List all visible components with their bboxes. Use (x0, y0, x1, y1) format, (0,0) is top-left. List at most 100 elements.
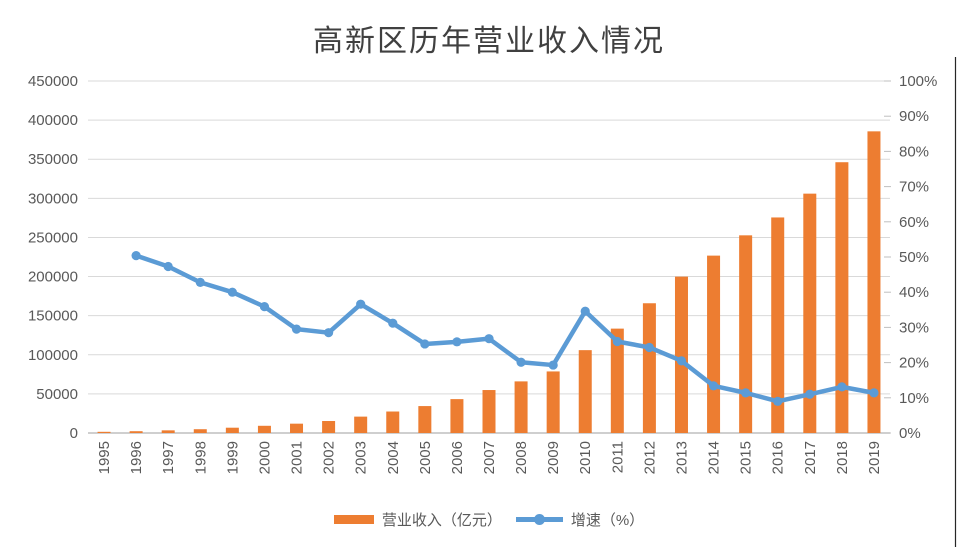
growth-marker-2005 (420, 339, 430, 349)
left-axis-tick-label: 0 (70, 425, 78, 442)
growth-marker-2019 (869, 388, 879, 398)
x-axis-label-2008: 2008 (513, 441, 530, 474)
x-axis-label-2011: 2011 (609, 441, 626, 473)
right-axis-tick-label: 60% (899, 214, 929, 231)
bar-2012 (642, 303, 656, 433)
left-axis-tick-label: 100000 (28, 347, 78, 364)
bar-2003 (354, 416, 368, 433)
x-axis-label-1996: 1996 (128, 441, 145, 474)
legend-label-growth: 增速（%） (570, 512, 645, 529)
growth-marker-2007 (484, 334, 494, 344)
growth-marker-2001 (291, 324, 302, 334)
growth-line (133, 253, 877, 404)
growth-marker-2002 (324, 328, 334, 338)
bar-2007 (482, 390, 496, 433)
bar-1995 (97, 431, 111, 433)
left-axis-tick-label: 300000 (28, 190, 78, 207)
growth-marker-2016 (773, 396, 783, 406)
x-axis-label-1999: 1999 (224, 441, 241, 474)
bar-2014 (707, 255, 721, 433)
x-axis-label-1998: 1998 (192, 441, 209, 474)
x-axis-label-2004: 2004 (385, 441, 402, 474)
bar-2002 (322, 421, 336, 433)
line-series-swatch-icon (515, 514, 563, 525)
x-axis-label-2006: 2006 (449, 441, 466, 474)
growth-marker-2003 (356, 299, 366, 309)
bar-2001 (290, 423, 304, 433)
growth-marker-2008 (516, 357, 526, 367)
bar-2005 (418, 406, 432, 433)
x-axis-label-2009: 2009 (545, 441, 562, 474)
left-axis-tick-label: 350000 (28, 151, 78, 168)
left-axis-tick-label: 50000 (36, 386, 78, 403)
x-axis-label-1997: 1997 (160, 441, 177, 474)
right-axis-tick-label: 20% (899, 355, 929, 372)
right-axis-tick-label: 40% (899, 284, 929, 301)
bar-2016 (771, 217, 785, 433)
growth-marker-2011 (612, 336, 622, 347)
bar-2009 (546, 371, 560, 433)
x-axis-label-2002: 2002 (321, 441, 338, 474)
bar-2004 (386, 411, 400, 433)
bar-2000 (257, 425, 271, 433)
growth-marker-1998 (195, 277, 205, 287)
bar-2013 (674, 276, 688, 433)
x-axis-label-2003: 2003 (353, 441, 370, 474)
bar-2006 (450, 399, 464, 433)
left-axis-tick-label: 250000 (28, 229, 78, 246)
x-axis-label-2013: 2013 (673, 441, 690, 474)
growth-marker-2004 (388, 318, 398, 328)
growth-marker-2000 (259, 302, 270, 312)
bar-2019 (867, 131, 881, 433)
x-axis-label-2012: 2012 (641, 441, 658, 474)
growth-marker-1999 (227, 287, 237, 297)
x-axis-label-2017: 2017 (802, 441, 819, 474)
bar-1997 (161, 430, 175, 433)
x-axis-label-2019: 2019 (866, 441, 883, 474)
x-axis-label-1995: 1995 (96, 441, 113, 474)
right-axis-tick-label: 50% (899, 249, 929, 266)
growth-marker-2012 (644, 342, 655, 353)
right-axis-tick-label: 100% (899, 73, 937, 90)
left-axis-tick-label: 400000 (28, 112, 78, 129)
line-marker-icon (533, 514, 545, 525)
growth-marker-2006 (452, 337, 462, 347)
legend-label-revenue: 营业收入（亿元） (381, 512, 502, 529)
x-axis-label-2005: 2005 (417, 441, 434, 474)
legend-item-revenue: 营业收入（亿元） (333, 509, 502, 530)
x-axis-label-2015: 2015 (738, 441, 755, 474)
growth-marker-2018 (837, 382, 847, 392)
legend-item-growth: 增速（%） (515, 509, 645, 530)
x-axis-label-2010: 2010 (577, 441, 594, 474)
growth-marker-2014 (708, 381, 719, 391)
right-axis-tick-label: 70% (899, 179, 929, 196)
x-axis-label-2014: 2014 (706, 441, 723, 474)
growth-marker-2017 (805, 389, 815, 399)
growth-marker-2015 (741, 388, 751, 398)
right-axis-tick-label: 30% (899, 319, 929, 336)
growth-marker-2013 (676, 356, 687, 366)
growth-marker-2009 (548, 360, 558, 370)
bar-2008 (514, 381, 528, 433)
growth-marker-1996 (131, 250, 141, 261)
chart-title: 高新区历年营业收入情况 (313, 25, 665, 58)
left-axis-tick-label: 450000 (28, 73, 78, 90)
x-axis-label-2007: 2007 (481, 441, 498, 474)
left-axis-tick-label: 150000 (28, 308, 78, 325)
left-axis-tick-label: 200000 (28, 269, 78, 286)
growth-marker-1997 (163, 261, 173, 272)
bar-series-swatch-icon (333, 515, 374, 524)
bar-1999 (225, 427, 239, 433)
x-axis-label-2001: 2001 (289, 441, 306, 474)
bar-2015 (739, 235, 753, 433)
bar-1996 (129, 431, 143, 433)
bar-2017 (803, 193, 817, 433)
right-axis-tick-label: 10% (899, 390, 929, 407)
growth-marker-2010 (580, 306, 590, 316)
bar-2018 (835, 162, 849, 433)
right-axis-tick-label: 90% (899, 108, 929, 125)
bar-2010 (578, 350, 592, 433)
bar-2011 (610, 328, 624, 433)
